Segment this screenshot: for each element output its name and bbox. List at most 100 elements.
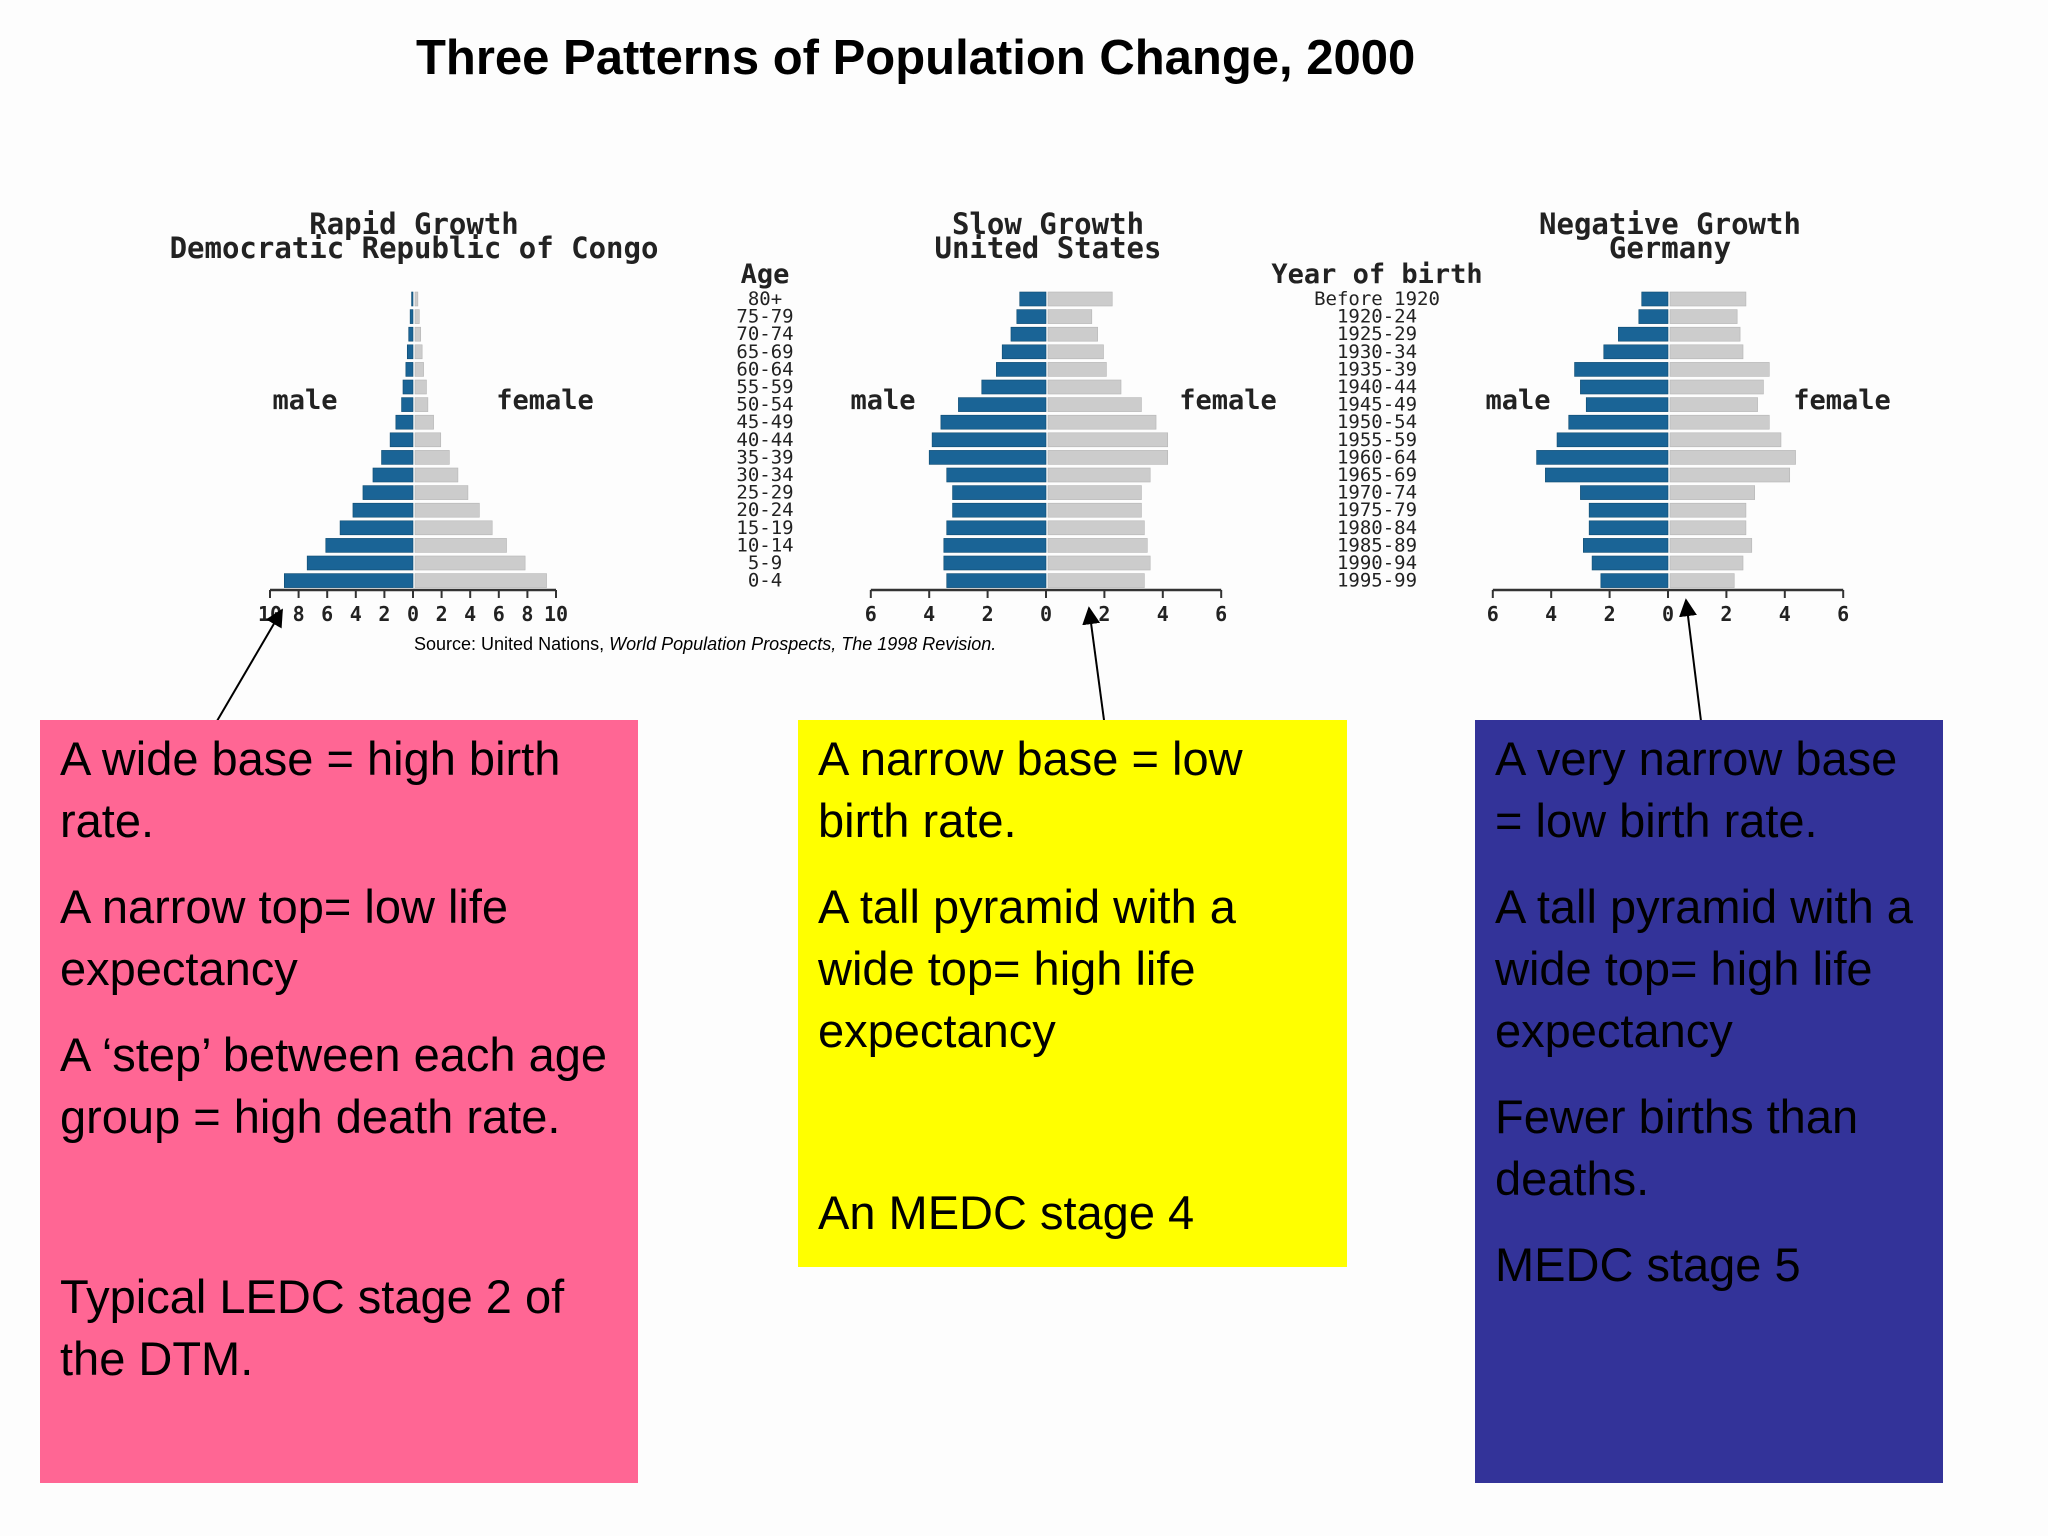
bar-female-rapid (414, 520, 493, 536)
note-negative-births-deaths: Fewer births than deaths. (1495, 1090, 1859, 1205)
bar-female-slow (1047, 379, 1122, 395)
pyramid-subtitle-rapid: Democratic Republic of Congo (170, 231, 659, 265)
bar-male-slow (1001, 344, 1047, 360)
bar-male-slow (946, 520, 1047, 536)
category-label-negative: 1970-74 (1337, 482, 1417, 504)
note-box-slow-growth: A narrow base = low birth rate. A tall p… (798, 720, 1347, 1267)
category-header-rapid: Age (741, 259, 790, 290)
bar-male-slow (943, 538, 1047, 553)
bar-male-negative (1618, 326, 1669, 342)
source-prefix: Source: United Nations, (414, 634, 610, 654)
bar-female-rapid (414, 326, 422, 342)
note-negative-life-expectancy: A tall pyramid with a wide top= high lif… (1495, 880, 1913, 1057)
bar-male-rapid (401, 397, 414, 412)
bar-female-rapid (414, 502, 480, 518)
bar-female-slow (1047, 555, 1151, 571)
bar-female-negative (1669, 326, 1741, 342)
x-tick-label-rapid: 8 (293, 602, 305, 626)
pyramid-title-rapid: Rapid Growth (309, 207, 519, 241)
bar-female-negative (1669, 309, 1738, 324)
note-negative-dtm-stage: MEDC stage 5 (1495, 1238, 1801, 1291)
bar-male-negative (1638, 309, 1669, 324)
bar-female-negative (1669, 538, 1753, 553)
category-label-rapid: 75-79 (736, 306, 793, 328)
bar-female-slow (1047, 344, 1104, 360)
bar-male-negative (1580, 485, 1669, 500)
bar-female-slow (1047, 573, 1145, 588)
bar-male-slow (952, 502, 1047, 518)
bar-female-negative (1669, 450, 1796, 465)
bar-female-rapid (414, 538, 507, 553)
note-rapid-death-rate: A ‘step’ between each age group = high d… (60, 1028, 607, 1143)
bar-male-rapid (325, 538, 414, 553)
bar-female-slow (1047, 309, 1093, 324)
bar-female-negative (1669, 291, 1747, 307)
bar-female-slow (1047, 326, 1098, 342)
category-label-negative: 1940-44 (1337, 376, 1417, 398)
bar-male-negative (1545, 467, 1669, 483)
bar-female-negative (1669, 502, 1747, 518)
category-label-negative: 1980-84 (1337, 517, 1417, 539)
note-rapid-life-expectancy: A narrow top= low life expectancy (60, 880, 509, 995)
category-label-negative: 1975-79 (1337, 499, 1417, 521)
bar-male-negative (1574, 362, 1669, 377)
bar-female-slow (1047, 432, 1169, 448)
bar-male-negative (1588, 520, 1669, 536)
bar-male-negative (1583, 538, 1669, 553)
x-tick-label-rapid: 10 (258, 602, 282, 626)
bar-male-rapid (402, 379, 414, 395)
bar-male-negative (1536, 450, 1669, 465)
bar-female-negative (1669, 467, 1791, 483)
x-tick-label-rapid: 6 (321, 602, 333, 626)
category-label-negative: 1935-39 (1337, 358, 1417, 380)
category-label-negative: 1985-89 (1337, 534, 1417, 556)
bar-female-rapid (414, 432, 442, 448)
bar-male-rapid (395, 414, 414, 430)
pyramid-subtitle-slow: United States (935, 231, 1162, 265)
x-tick-label-rapid: 8 (521, 602, 533, 626)
x-tick-label-negative: 6 (1837, 602, 1849, 626)
x-tick-label-slow: 2 (982, 602, 994, 626)
category-label-rapid: 30-34 (736, 464, 793, 486)
category-label-rapid: 35-39 (736, 446, 793, 468)
bar-female-negative (1669, 555, 1744, 571)
bar-male-rapid (405, 362, 414, 377)
x-tick-label-rapid: 0 (407, 602, 419, 626)
bar-male-rapid (339, 520, 414, 536)
female-label-negative: female (1793, 385, 1891, 416)
x-tick-label-slow: 4 (923, 602, 935, 626)
bar-male-negative (1585, 397, 1669, 412)
bar-female-rapid (414, 397, 429, 412)
bar-male-rapid (389, 432, 414, 448)
category-header-negative: Year of birth (1271, 259, 1482, 290)
bar-female-rapid (414, 573, 547, 588)
bar-male-negative (1588, 502, 1669, 518)
x-tick-label-negative: 4 (1545, 602, 1557, 626)
bar-male-negative (1603, 344, 1669, 360)
bar-male-rapid (381, 450, 414, 465)
bar-male-rapid (409, 309, 414, 324)
category-label-negative: 1995-99 (1337, 570, 1417, 592)
category-label-rapid: 15-19 (736, 517, 793, 539)
category-label-rapid: 80+ (748, 288, 782, 310)
x-tick-label-slow: 0 (1040, 602, 1052, 626)
note-box-negative-growth: A very narrow base = low birth rate. A t… (1475, 720, 1943, 1483)
bar-female-slow (1047, 414, 1157, 430)
bar-male-rapid (352, 502, 414, 518)
bar-male-slow (996, 362, 1047, 377)
bar-male-slow (931, 432, 1047, 448)
male-label-slow: male (850, 385, 915, 416)
bar-female-slow (1047, 520, 1145, 536)
page-title: Three Patterns of Population Change, 200… (416, 31, 1416, 85)
bar-female-negative (1669, 362, 1770, 377)
x-tick-label-rapid: 2 (436, 602, 448, 626)
bar-male-rapid (362, 485, 414, 500)
bar-male-slow (981, 379, 1047, 395)
x-tick-label-rapid: 10 (544, 602, 568, 626)
bar-male-rapid (306, 555, 414, 571)
bar-female-negative (1669, 485, 1755, 500)
category-label-rapid: 20-24 (736, 499, 793, 521)
x-tick-label-slow: 6 (865, 602, 877, 626)
category-label-rapid: 25-29 (736, 482, 793, 504)
bar-male-slow (958, 397, 1047, 412)
